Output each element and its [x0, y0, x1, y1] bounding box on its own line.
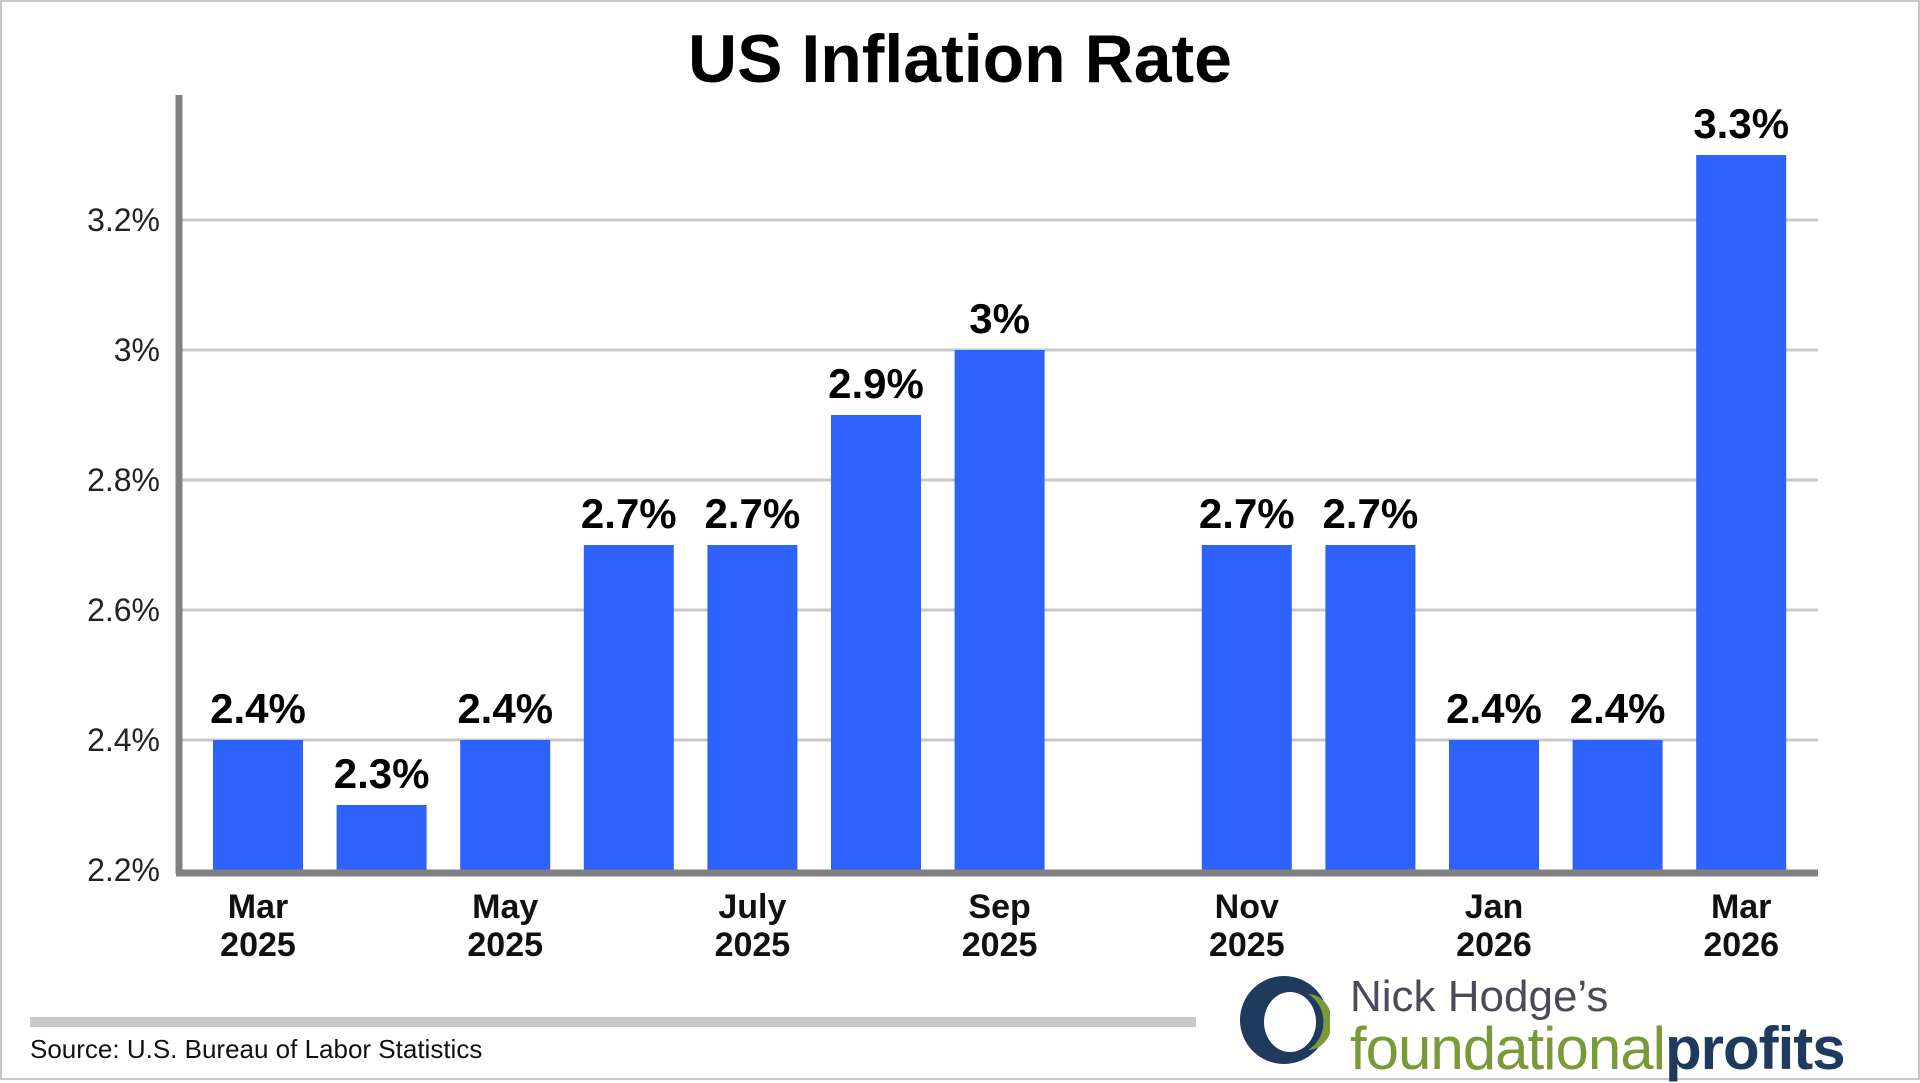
- bar: [707, 545, 798, 870]
- source-note: Source: U.S. Bureau of Labor Statistics: [30, 1034, 483, 1064]
- bar: [954, 350, 1045, 870]
- bar: [1325, 545, 1416, 870]
- x-tick-label: 2025: [962, 926, 1038, 964]
- logo-word-foundational: foundational: [1350, 1015, 1666, 1082]
- bar-value-label: 2.7%: [1199, 490, 1295, 537]
- bar-chart: 2.2%2.4%2.6%2.8%3%3.2%2.4%Mar20252.3%2.4…: [87, 95, 1818, 964]
- bar: [583, 545, 674, 870]
- y-tick-label: 3.2%: [87, 202, 160, 238]
- logo-ring-icon: [1240, 976, 1330, 1064]
- bar-value-label: 2.9%: [828, 360, 924, 407]
- bar: [336, 805, 427, 870]
- bar-value-label: 2.4%: [210, 685, 306, 732]
- bar: [1572, 740, 1663, 870]
- bar-value-label: 2.4%: [1446, 685, 1542, 732]
- x-tick-label: 2025: [715, 926, 791, 964]
- x-tick-label: 2026: [1456, 926, 1532, 964]
- bar: [460, 740, 551, 870]
- bar-value-label: 2.7%: [581, 490, 677, 537]
- bar-value-label: 2.7%: [705, 490, 801, 537]
- bar: [831, 415, 921, 870]
- y-tick-label: 2.4%: [87, 722, 160, 758]
- x-tick-label: 2025: [1209, 926, 1285, 964]
- logo-word-profits: profits: [1664, 1015, 1846, 1082]
- x-tick-label: May: [472, 888, 538, 926]
- x-tick-label: Jan: [1465, 888, 1524, 926]
- logo-line1: Nick Hodge’s: [1350, 972, 1609, 1021]
- bar-value-label: 3%: [969, 295, 1030, 342]
- y-tick-label: 2.8%: [87, 462, 160, 498]
- bar-value-label: 2.3%: [334, 750, 430, 797]
- logo-wordmark: foundationalprofits: [1350, 1014, 1846, 1083]
- x-tick-label: Mar: [228, 888, 288, 926]
- bar-value-label: 2.4%: [457, 685, 553, 732]
- bar-value-label: 2.4%: [1570, 685, 1666, 732]
- y-tick-label: 2.6%: [87, 592, 160, 628]
- x-tick-label: July: [718, 888, 786, 926]
- y-tick-label: 2.2%: [87, 852, 160, 888]
- bar: [213, 740, 303, 870]
- y-tick-label: 3%: [114, 332, 160, 368]
- bar: [1696, 155, 1787, 870]
- bar-value-label: 3.3%: [1693, 100, 1789, 147]
- publisher-logo: Nick Hodge’s foundationalprofits: [1238, 972, 1898, 1082]
- x-tick-label: 2025: [220, 926, 296, 964]
- x-tick-label: Nov: [1215, 888, 1279, 926]
- x-tick-label: Mar: [1711, 888, 1771, 926]
- x-tick-label: Sep: [968, 888, 1030, 926]
- bar: [1201, 545, 1292, 870]
- chart-title: US Inflation Rate: [687, 21, 1233, 97]
- x-tick-label: 2025: [467, 926, 543, 964]
- x-tick-label: 2026: [1703, 926, 1779, 964]
- bar: [1449, 740, 1539, 870]
- source-divider: [30, 1017, 1196, 1027]
- bar-value-label: 2.7%: [1323, 490, 1419, 537]
